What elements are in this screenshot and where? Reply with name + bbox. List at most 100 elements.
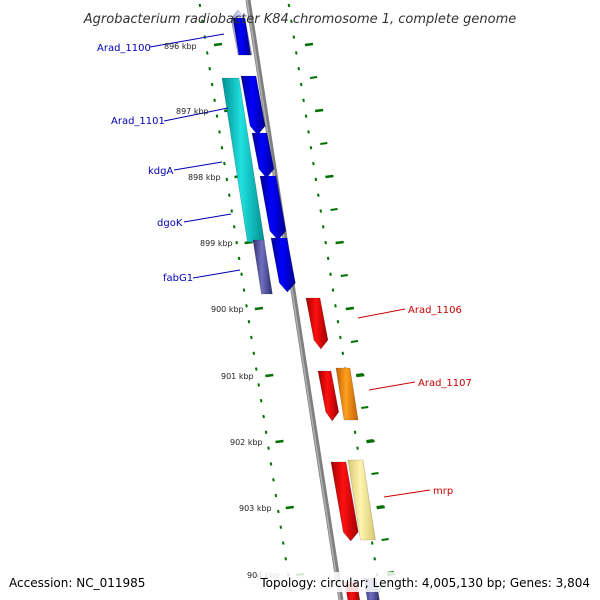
label-leader-line [173, 161, 223, 171]
scale-dot [331, 288, 335, 292]
scale-dot [309, 146, 313, 150]
scale-label: 897 kbp [176, 107, 209, 116]
accession-text: Accession: NC_011985 [9, 576, 145, 590]
scale-dot [370, 541, 374, 545]
scale-minor-tick [355, 373, 364, 376]
scale-dot [287, 3, 291, 8]
scale-dot [336, 319, 340, 324]
scale-dot [321, 225, 325, 229]
scale-dot [334, 304, 337, 308]
gene-label: Arad_1100 [97, 43, 151, 54]
gene-label: fabG1 [163, 273, 193, 284]
gene-labels-left: Arad_1100 Arad_1101 kdgA dgoK fabG1 [97, 43, 193, 284]
scale-dot [312, 161, 315, 166]
scale-dot [290, 19, 293, 23]
scale-major-tick [244, 240, 253, 245]
scale-dot [269, 462, 273, 466]
scale-dot [292, 35, 296, 39]
scale-dot [208, 67, 211, 71]
scale-major-tick [376, 505, 385, 510]
scale-dot [242, 288, 246, 292]
scale-major-tick [254, 306, 264, 311]
scale-dot [339, 335, 342, 340]
scale-dot [307, 130, 310, 134]
scale-label: 901 kbp [221, 372, 254, 381]
gene-feature [221, 77, 265, 243]
scale-major-tick [304, 42, 314, 47]
footer-right-backdrop [258, 572, 594, 592]
scale-dot [314, 177, 318, 182]
scale-dot [277, 509, 280, 514]
scale-minor-tick [340, 274, 348, 277]
scale-dot [254, 367, 258, 371]
scale-dot [232, 225, 236, 229]
scale-label: 902 kbp [230, 438, 263, 447]
scale-minor-tick [366, 439, 374, 442]
chromosome-backbone [245, 0, 344, 600]
scale-dot [294, 51, 298, 55]
scale-minor-tick [320, 142, 328, 145]
scale-dot [326, 256, 330, 261]
gene-feature [305, 297, 329, 350]
scale-minor-tick [361, 406, 369, 409]
scale-dot [223, 161, 226, 166]
scale-dot [329, 272, 332, 276]
scale-minor-tick [325, 175, 333, 178]
scale-minor-tick [315, 109, 323, 112]
scale-dot [215, 114, 219, 118]
label-leader-lines [149, 33, 431, 498]
gene-feature [335, 367, 359, 421]
scale-dot [218, 130, 221, 134]
scale-dot [262, 414, 265, 419]
scale-dot [205, 51, 209, 55]
scale-dot [235, 240, 238, 245]
scale-dot [297, 67, 300, 71]
scale-dot [267, 446, 270, 450]
scale-major-tick [265, 373, 274, 378]
gene-feature [252, 239, 273, 295]
gene-features [221, 9, 380, 600]
scale-minor-tick [371, 472, 379, 475]
scale-dot [264, 430, 268, 435]
map-title: Agrobacterium radiobacter K84 chromosome… [83, 12, 516, 27]
scale-dot [356, 446, 359, 450]
scale-dot [302, 98, 305, 103]
scale-dot [319, 209, 323, 213]
scale-minor-tick [381, 538, 389, 541]
scale-label: 898 kbp [188, 173, 221, 182]
scale-minor-tick [350, 340, 359, 343]
scale-dot [210, 82, 214, 87]
label-leader-line [357, 308, 406, 319]
gene-feature [259, 175, 287, 241]
scale-dot [220, 146, 224, 150]
label-leader-line [163, 107, 229, 122]
scale-dot [284, 557, 287, 561]
gene-label: Arad_1107 [418, 378, 472, 389]
scale-minor-tick [335, 241, 343, 244]
scale-dot [247, 319, 251, 324]
scale-dot [353, 430, 357, 435]
scale-dot [240, 272, 243, 276]
scale-minor-tick [345, 307, 354, 310]
scale-dot [341, 351, 345, 355]
gene-label: Arad_1101 [111, 116, 165, 127]
label-leader-line [368, 381, 416, 391]
scale-dot [213, 98, 216, 103]
scale-major-tick [356, 373, 365, 378]
scale-minor-tick [330, 208, 338, 211]
scale-dot [230, 209, 234, 213]
scale-dot [299, 82, 303, 87]
scale-label: 899 kbp [200, 239, 233, 248]
scale-dot [317, 193, 320, 197]
scale-dot [245, 304, 248, 308]
gene-feature [270, 237, 296, 293]
label-leader-line [192, 269, 241, 279]
gene-feature [330, 461, 359, 542]
chromosome-backbone-highlight [246, 0, 341, 600]
gene-label: kdgA [148, 166, 173, 177]
genome-summary-text: Topology: circular; Length: 4,005,130 bp… [259, 576, 590, 590]
scale-dot [272, 478, 275, 482]
gene-feature [251, 132, 275, 179]
scale-label: 896 kbp [164, 42, 197, 51]
